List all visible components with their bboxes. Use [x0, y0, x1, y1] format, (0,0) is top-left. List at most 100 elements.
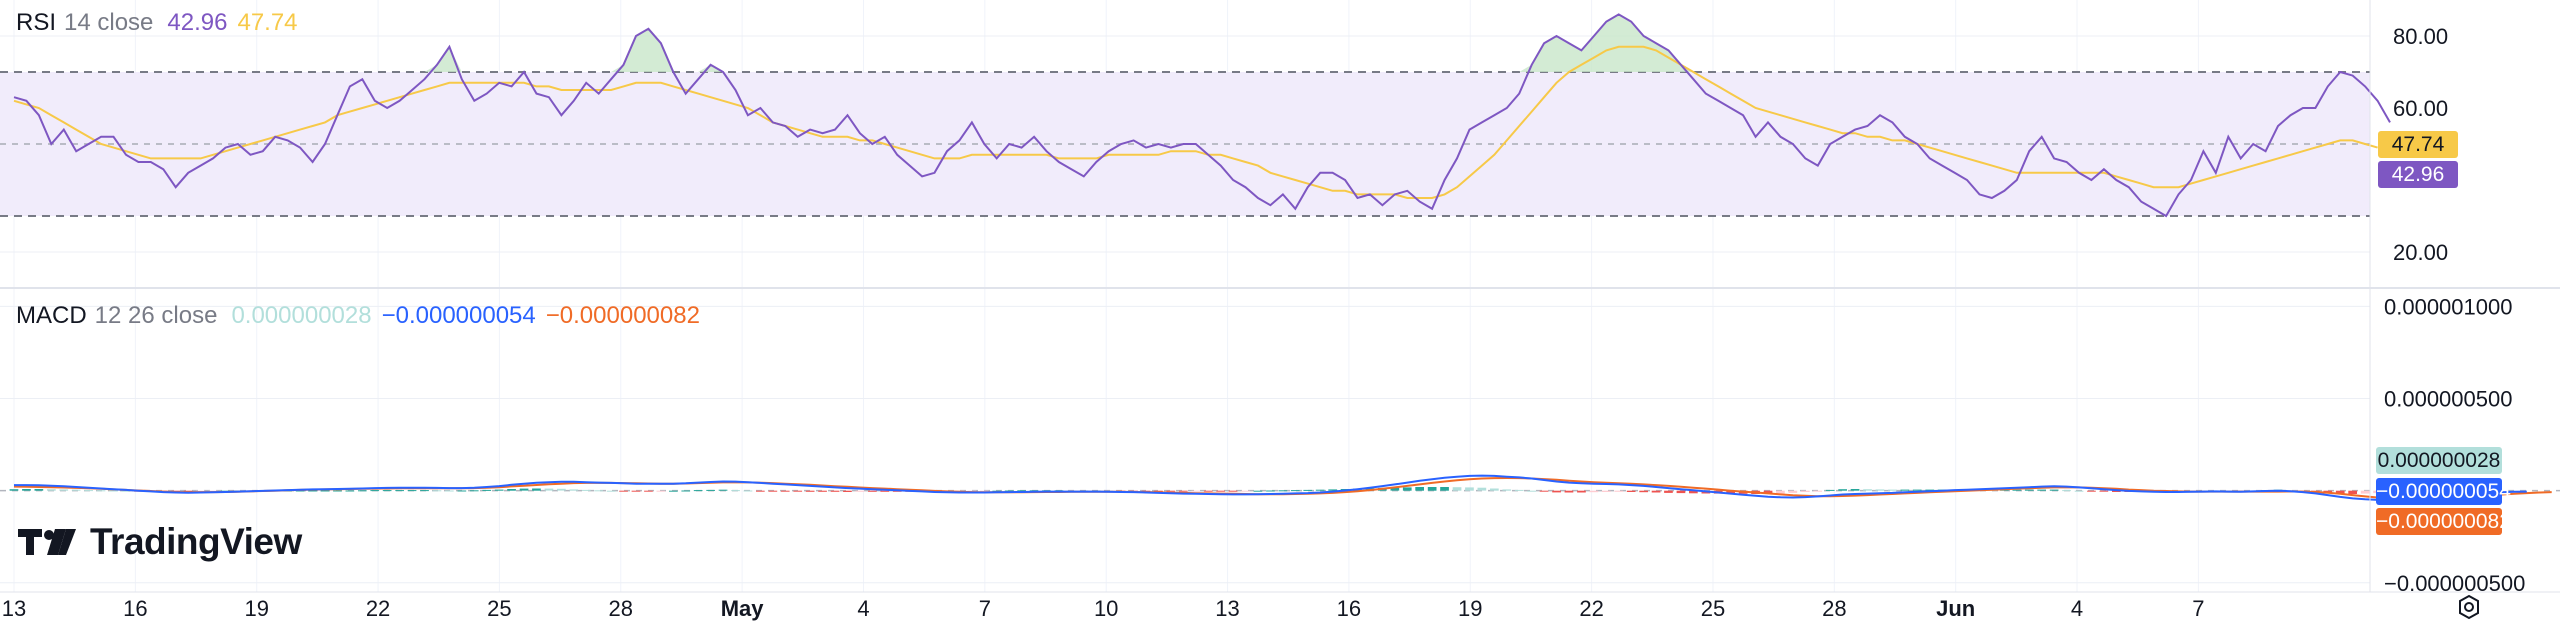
macd-histogram-bar	[1228, 490, 1238, 492]
macd-histogram-bar	[2024, 489, 2034, 491]
macd-histogram-bar	[407, 490, 417, 492]
macd-histogram-bar	[756, 490, 765, 492]
macd-histogram-bar	[84, 490, 93, 492]
macd-histogram-bar	[1166, 490, 1176, 492]
macd-histogram-bar	[1216, 490, 1225, 492]
macd-histogram-bar	[47, 489, 56, 491]
rsi-legend-params: 14 close	[64, 9, 154, 36]
x-tick-label: 7	[2192, 596, 2204, 621]
rsi-legend-value: 42.96	[167, 9, 228, 36]
macd-histogram-bar	[320, 490, 330, 492]
macd-histogram-bar	[109, 490, 118, 492]
x-tick-label: 28	[1822, 596, 1846, 621]
macd-histogram-bar	[1639, 490, 1648, 493]
macd-histogram-bar	[1029, 490, 1039, 492]
macd-histogram-bar	[2360, 490, 2370, 494]
macd-histogram-bar	[1626, 490, 1636, 492]
x-tick-label: 4	[2071, 596, 2083, 621]
macd-histogram-bar	[569, 489, 579, 491]
x-tick-label: 25	[487, 596, 511, 621]
macd-histogram-bar	[594, 490, 603, 492]
macd-histogram-bar	[1651, 490, 1661, 493]
macd-histogram-bar	[1726, 490, 1735, 494]
macd-histogram-bar	[1303, 489, 1313, 491]
macd-histogram-bar	[59, 489, 69, 491]
macd-histogram-bar	[1552, 490, 1561, 493]
macd-histogram-bar	[121, 490, 131, 492]
macd-y-tick-label: 0.000001000	[2384, 294, 2512, 319]
tradingview-logo-text: TradingView	[90, 521, 302, 562]
macd-histogram-bar	[1514, 489, 1524, 491]
macd-histogram-bar	[706, 489, 715, 491]
macd-histogram-bar	[445, 490, 454, 492]
macd-histogram-bar	[370, 490, 380, 492]
macd-histogram-bar	[1427, 487, 1437, 491]
macd-histogram-bar	[2087, 490, 2096, 492]
macd-histogram-bar	[1577, 490, 1586, 493]
macd-line-price-tag: −0.000000054	[2376, 478, 2511, 505]
macd-histogram-bar	[1004, 490, 1014, 492]
macd-histogram-bar	[1452, 487, 1462, 491]
rsi-y-tick-label: 80.00	[2393, 24, 2448, 49]
macd-histogram-bar	[1614, 490, 1624, 492]
macd-histogram-bar	[1477, 487, 1487, 491]
tradingview-logo-icon	[18, 529, 76, 555]
macd-histogram-bar	[1315, 489, 1325, 491]
macd-histogram-bar	[2335, 490, 2345, 494]
macd-histogram-bar	[2112, 490, 2121, 492]
macd-histogram-bar	[2074, 490, 2084, 492]
macd-histogram-bar	[1900, 489, 1910, 491]
macd-histogram-bar	[1564, 490, 1574, 493]
macd-legend[interactable]: MACD 12 26 close 0.000000028 −0.000000054 −0…	[16, 302, 710, 330]
macd-histogram-bar	[868, 490, 877, 492]
macd-histogram-bar	[295, 490, 305, 492]
macd-histogram-bar	[1788, 490, 1798, 493]
settings-gear-icon[interactable]	[2456, 594, 2482, 620]
macd-histogram-bar	[669, 490, 678, 492]
macd-histogram-bar	[1825, 489, 1835, 491]
tradingview-logo[interactable]: TradingView	[18, 521, 302, 562]
macd-signal-legend-value: −0.000000082	[545, 302, 700, 329]
rsi-price-tag: 42.96	[2378, 161, 2458, 188]
macd-histogram-bar	[581, 489, 591, 491]
rsi-legend[interactable]: RSI 14 close 42.96 47.74	[16, 9, 308, 37]
macd-histogram-bar	[1017, 490, 1026, 492]
macd-histogram-bar	[1801, 490, 1810, 492]
rsi-ma-legend-value: 47.74	[237, 9, 298, 36]
macd-line	[14, 474, 2527, 501]
macd-histogram-bar	[1888, 489, 1897, 491]
macd-histogram-bar	[2012, 489, 2022, 491]
x-tick-label: 28	[609, 596, 633, 621]
macd-histogram-bar	[830, 490, 840, 492]
macd-histogram-bar	[457, 490, 467, 492]
macd-histogram-bar	[1328, 489, 1337, 491]
rsi-pane	[0, 13, 2391, 218]
macd-histogram-bar	[743, 490, 753, 492]
macd-histogram-bar	[1415, 487, 1424, 491]
macd-histogram-bar	[2348, 490, 2357, 494]
x-tick-label: 4	[857, 596, 869, 621]
x-tick-label: 13	[2, 596, 26, 621]
macd-signal-price-tag: −0.000000082	[2376, 508, 2511, 535]
macd-histogram-bar	[494, 489, 504, 491]
time-axis[interactable]: 13 16 19 22 25 28 May 4 7 10 13 16 19 22 25 28 Jun 4 7	[0, 591, 2560, 621]
macd-histogram-bar	[780, 490, 790, 492]
x-tick-label: 10	[1094, 596, 1118, 621]
macd-histogram-bar	[1763, 490, 1773, 494]
macd-histogram-bar	[358, 490, 367, 492]
price-axis[interactable]: 80.0060.0040.0020.000.0000010000.0000005…	[2369, 0, 2525, 596]
x-tick-label: 19	[244, 596, 268, 621]
macd-line-legend-value: −0.000000054	[381, 302, 536, 329]
macd-histogram-bar	[557, 488, 566, 491]
x-tick-label: 22	[366, 596, 390, 621]
macd-histogram-bar	[1490, 488, 1499, 491]
macd-histogram-bar	[544, 488, 554, 491]
x-tick-label: 16	[1337, 596, 1361, 621]
macd-histogram-bar	[432, 490, 442, 492]
macd-histogram-bar	[2037, 489, 2046, 491]
macd-histogram-bar	[793, 490, 803, 492]
macd-histogram-bar	[855, 490, 865, 492]
macd-histogram-bar	[631, 490, 641, 492]
x-tick-label: 19	[1458, 596, 1482, 621]
